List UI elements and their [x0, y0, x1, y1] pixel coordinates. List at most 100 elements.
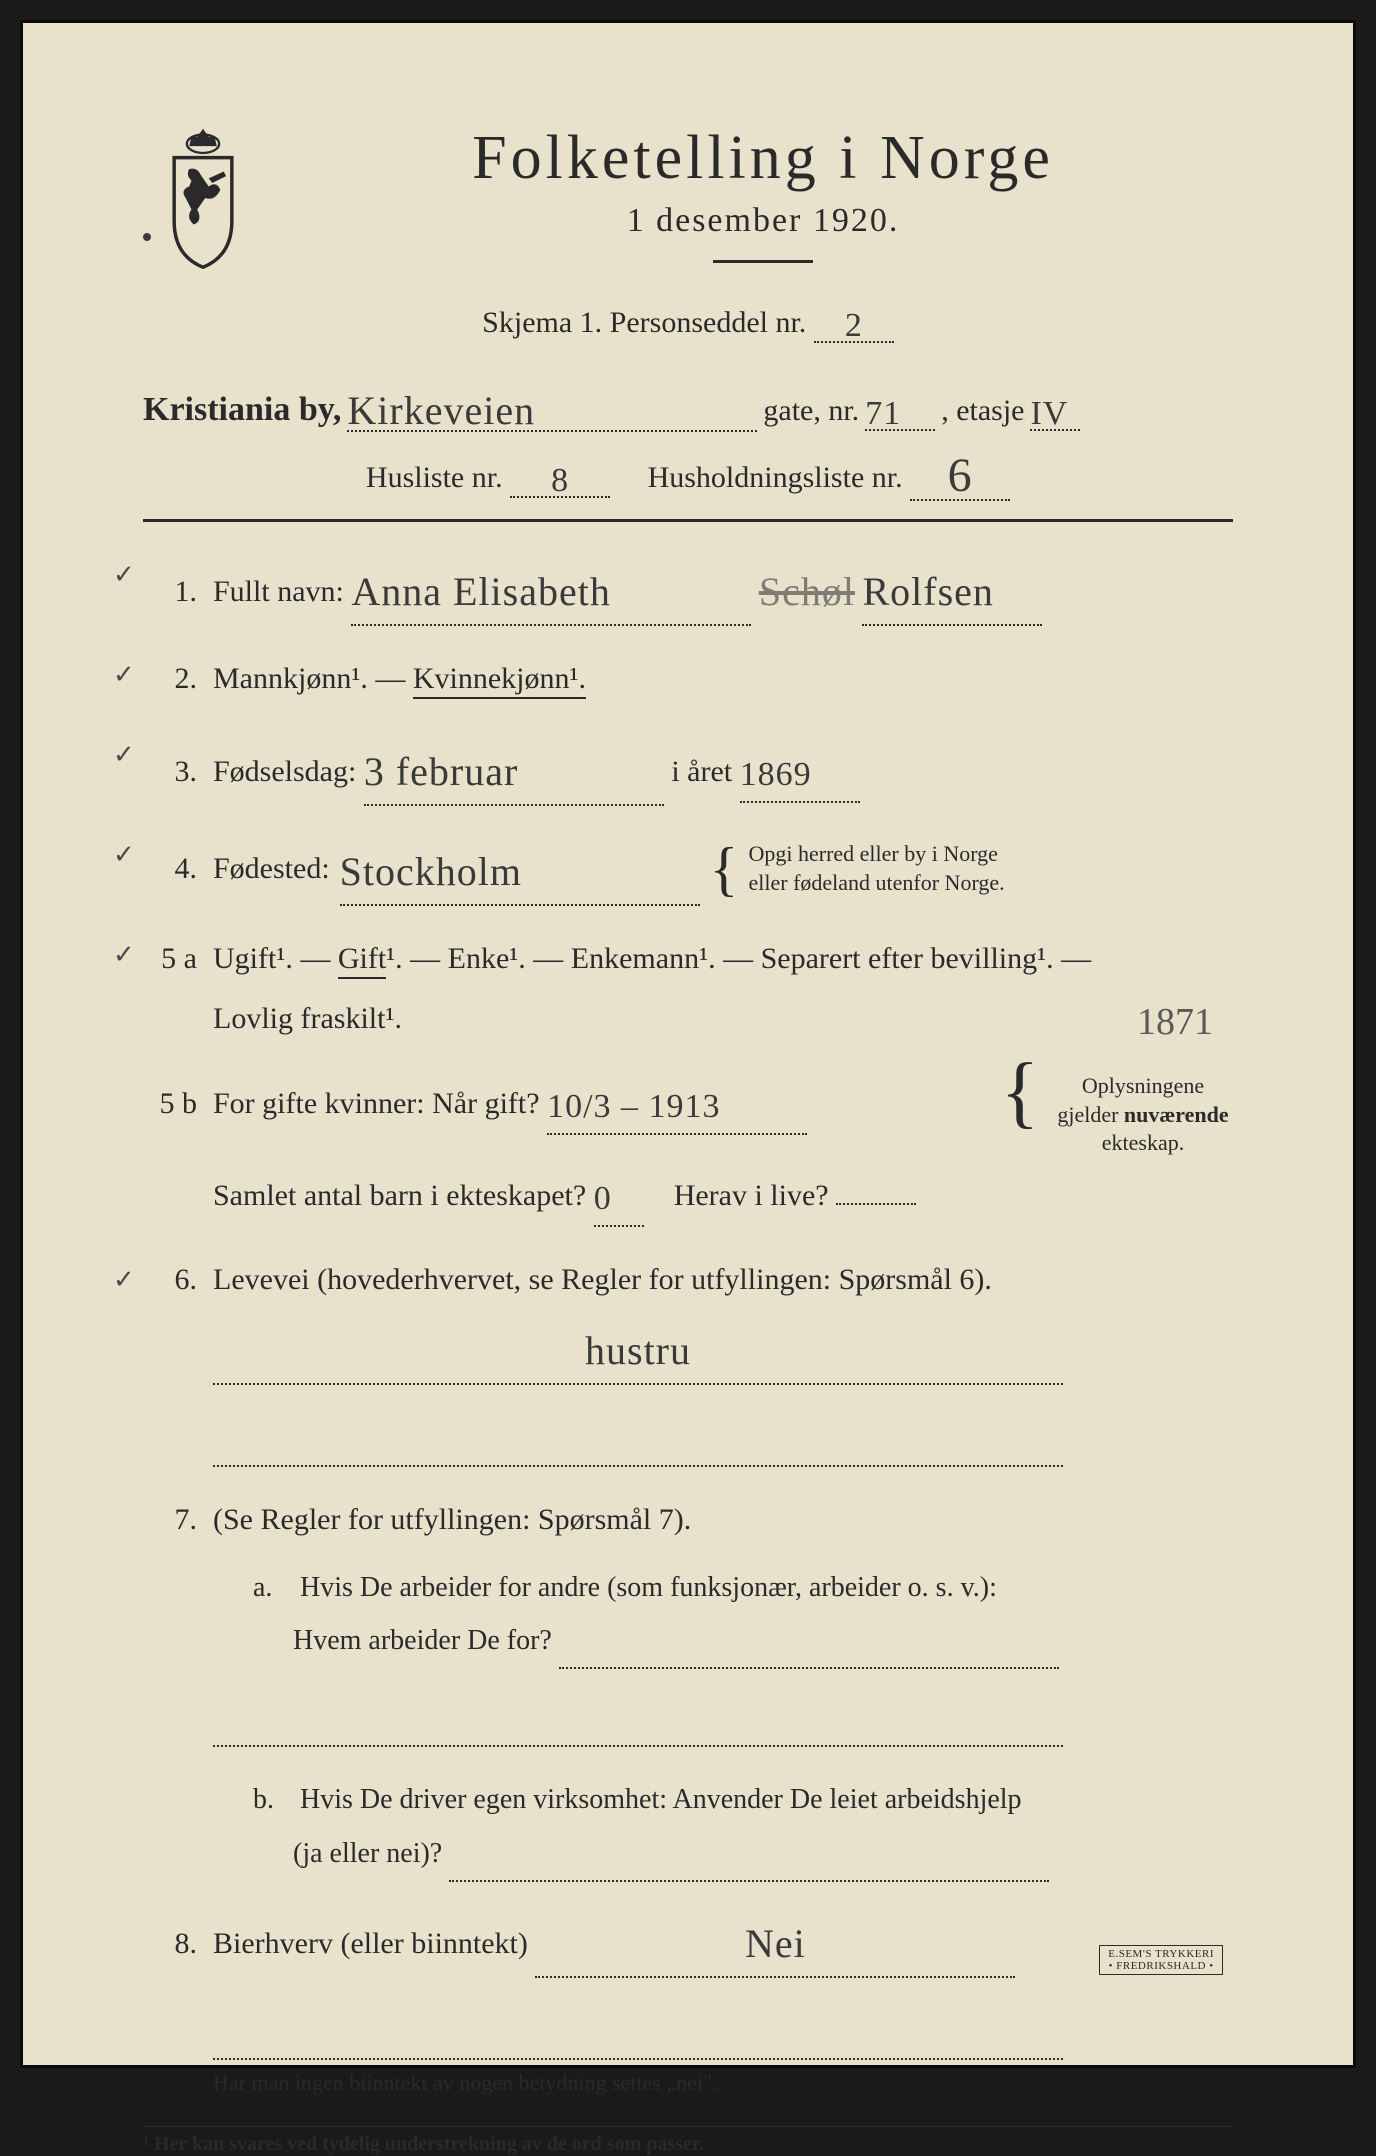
q7b-q: (ja eller nei)? — [253, 1838, 442, 1869]
city-label: Kristiania by, — [143, 391, 341, 429]
q5b-herav — [836, 1203, 916, 1205]
main-title: Folketelling i Norge — [293, 123, 1233, 194]
q7-label: (Se Regler for utfyllingen: Spørsmål 7). — [213, 1493, 1233, 1547]
skjema-nr: 2 — [845, 307, 863, 344]
question-6: ✓ 6. Levevei (hovederhvervet, se Regler … — [143, 1253, 1233, 1307]
q5b-barn-label: Samlet antal barn i ekteskapet? — [213, 1179, 586, 1212]
q3-label: Fødselsdag: — [213, 755, 356, 788]
q5b-herav-label: Herav i live? — [674, 1179, 829, 1212]
q7a-answer — [559, 1614, 1059, 1669]
q2-sep: — — [375, 662, 413, 695]
question-6-blank — [143, 1411, 1233, 1467]
q5b-n2: gjelder nuværende — [1057, 1102, 1228, 1127]
q5a-gift: Gift — [338, 942, 386, 979]
tick-icon: ✓ — [113, 932, 135, 979]
margin-year: 1871 — [1137, 988, 1213, 1056]
footer-rule-text: ¹ Her kan svares ved tydelig understrekn… — [143, 2133, 704, 2155]
question-1: ✓ 1. Fullt navn: Anna Elisabeth Schøl Ro… — [143, 552, 1233, 626]
q1-name: Anna Elisabeth — [351, 569, 611, 614]
q5b-barn: 0 — [594, 1180, 612, 1217]
divider — [143, 519, 1233, 522]
q4-note: Opgi herred eller by i Norge eller fødel… — [748, 840, 1004, 897]
q4-note2: eller fødeland utenfor Norge. — [748, 870, 1004, 895]
content-area: Folketelling i Norge 1 desember 1920. Sk… — [63, 63, 1313, 2025]
tick-icon: ✓ — [113, 732, 135, 779]
q6-value: hustru — [585, 1328, 691, 1373]
husliste-nr: 8 — [551, 462, 569, 499]
brace-icon: { — [710, 854, 739, 884]
q8-value: Nei — [745, 1921, 806, 1966]
q5b-n3: ekteskap. — [1102, 1130, 1184, 1155]
q-num: 7. — [143, 1493, 213, 1547]
q-num: 8. — [143, 1917, 213, 1971]
address-line: Kristiania by, Kirkeveien gate, nr. 71 ,… — [143, 383, 1233, 432]
q-num: 5 b — [143, 1077, 213, 1131]
q3-day: 3 februar — [364, 749, 518, 794]
husholdning-label: Husholdningsliste nr. — [648, 461, 903, 494]
husholdning-nr: 6 — [948, 449, 973, 502]
husliste-label: Husliste nr. — [366, 461, 503, 494]
q1-surname: Rolfsen — [862, 569, 993, 614]
q1-struck: Schøl — [759, 569, 855, 614]
q7a-q: Hvem arbeider De for? — [253, 1625, 552, 1656]
stamp-line1: E.SEM'S TRYKKERI — [1108, 1948, 1214, 1960]
gate-label: gate, nr. — [763, 394, 859, 428]
q4-note1: Opgi herred eller by i Norge — [748, 841, 997, 866]
skjema-label: Skjema 1. Personseddel nr. — [482, 306, 806, 339]
title-block: Folketelling i Norge 1 desember 1920. — [293, 123, 1233, 293]
footer-rule: ¹ Her kan svares ved tydelig understrekn… — [143, 2126, 1233, 2156]
tick-icon: ✓ — [113, 832, 135, 879]
q-num: 6. — [143, 1253, 213, 1307]
question-5b: 5 b For gifte kvinner: Når gift? 10/3 – … — [143, 1072, 1233, 1158]
footer-note: Har man ingen biinntekt av nogen betydni… — [143, 2070, 1233, 2096]
question-4: ✓ 4. Fødested: Stockholm { Opgi herred e… — [143, 832, 1233, 906]
etasje-value: IV — [1030, 395, 1068, 432]
husliste-line: Husliste nr. 8 Husholdningsliste nr. 6 — [143, 444, 1233, 501]
q7a-letter: a. — [253, 1561, 293, 1614]
question-6-value: hustru — [143, 1311, 1233, 1385]
question-2: ✓ 2. Mannkjønn¹. — Kvinnekjønn¹. — [143, 652, 1233, 706]
q-num: 3. — [143, 745, 213, 799]
coat-of-arms-icon — [143, 123, 263, 273]
q5b-label: For gifte kvinner: Når gift? — [213, 1087, 540, 1120]
tick-icon: ✓ — [113, 552, 135, 599]
q7a-blank — [143, 1691, 1233, 1747]
q-num: 2. — [143, 652, 213, 706]
q-num: 5 a — [143, 932, 213, 986]
question-5a: ✓ 5 a Ugift¹. — Gift¹. — Enke¹. — Enkema… — [143, 932, 1233, 986]
q5b-when: 10/3 – 1913 — [547, 1088, 720, 1125]
q4-value: Stockholm — [340, 849, 522, 894]
brace-icon: { — [1001, 1072, 1039, 1112]
q2-mann: Mannkjønn¹. — [213, 662, 368, 695]
header: Folketelling i Norge 1 desember 1920. — [143, 123, 1233, 293]
q3-year: 1869 — [740, 756, 812, 793]
form-number-line: Skjema 1. Personseddel nr. 2 — [143, 303, 1233, 343]
stamp-line2: • FREDRIKSHALD • — [1109, 1960, 1214, 1972]
document-page: Folketelling i Norge 1 desember 1920. Sk… — [20, 20, 1356, 2068]
etasje-label: , etasje — [941, 394, 1024, 428]
question-7: 7. (Se Regler for utfyllingen: Spørsmål … — [143, 1493, 1233, 1547]
q7a-label: Hvis De arbeider for andre (som funksjon… — [300, 1572, 997, 1603]
q1-label: Fullt navn: — [213, 575, 344, 608]
question-7a: a. Hvis De arbeider for andre (som funks… — [143, 1561, 1233, 1669]
question-7b: b. Hvis De driver egen virksomhet: Anven… — [143, 1773, 1233, 1881]
street-value: Kirkeveien — [347, 388, 535, 433]
tick-icon: ✓ — [113, 1257, 135, 1304]
q5a-line2: Lovlig fraskilt¹. — [213, 992, 1233, 1046]
q7b-answer — [449, 1827, 1049, 1882]
question-5b-cont: Samlet antal barn i ekteskapet? 0 Herav … — [143, 1164, 1233, 1227]
question-3: ✓ 3. Fødselsdag: 3 februar i året 1869 — [143, 732, 1233, 806]
q5b-n1: Oplysningene — [1082, 1073, 1204, 1098]
q6-label: Levevei (hovederhvervet, se Regler for u… — [213, 1253, 1233, 1307]
q-num: 1. — [143, 565, 213, 619]
q4-label: Fødested: — [213, 842, 330, 896]
q8-label: Bierhverv (eller biinntekt) — [213, 1927, 528, 1960]
gate-nr: 71 — [865, 395, 901, 432]
census-date: 1 desember 1920. — [293, 202, 1233, 240]
title-divider — [713, 260, 813, 263]
q8-blank — [143, 2004, 1233, 2060]
question-5a-cont: Lovlig fraskilt¹. 1871 — [143, 992, 1233, 1046]
q2-kvinne: Kvinnekjønn¹. — [413, 662, 586, 699]
q-num: 4. — [143, 842, 213, 896]
q3-year-label: i året — [671, 755, 732, 788]
